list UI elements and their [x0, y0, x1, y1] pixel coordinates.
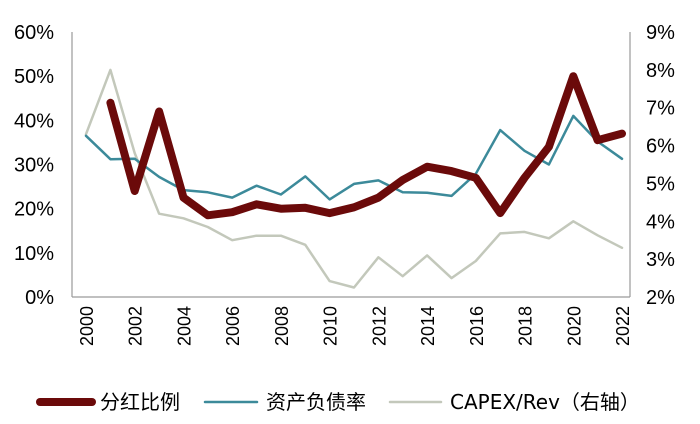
x-tick-label: 2012	[369, 306, 389, 346]
right-axis-ticks: 2% 3% 4% 5% 6% 7% 8% 9%	[646, 22, 675, 309]
x-tick-label: 2006	[223, 306, 243, 346]
x-axis-ticks: 2000 2002 2004 2006 2008 2010 2012 2014 2016 2018…	[77, 306, 633, 346]
right-tick-label: 8%	[646, 60, 675, 82]
x-tick-label: 2018	[516, 306, 536, 346]
dividend-ratio-line	[106, 72, 626, 220]
left-axis-ticks: 0% 10% 20% 30% 40% 50% 60%	[14, 22, 54, 309]
capex-rev-line	[84, 68, 624, 289]
right-tick-label: 9%	[646, 22, 675, 44]
legend-dividend-ratio-label: 分红比例	[100, 390, 180, 414]
series-layer	[84, 68, 626, 289]
right-tick-label: 2%	[646, 287, 675, 309]
left-tick-label: 60%	[14, 22, 54, 44]
x-tick-label: 2020	[564, 306, 584, 346]
left-tick-label: 0%	[25, 287, 54, 309]
x-tick-label: 2002	[126, 306, 146, 346]
x-tick-label: 2004	[174, 306, 194, 346]
left-tick-label: 30%	[14, 155, 54, 177]
x-tick-label: 2022	[613, 306, 633, 346]
legend: 分红比例 资产负债率 CAPEX/Rev（右轴）	[36, 390, 640, 414]
axes	[71, 32, 631, 298]
x-tick-label: 2014	[418, 306, 438, 346]
right-tick-label: 7%	[646, 98, 675, 120]
x-tick-label: 2016	[467, 306, 487, 346]
x-tick-label: 2000	[77, 306, 97, 346]
left-tick-label: 40%	[14, 110, 54, 132]
x-tick-label: 2008	[272, 306, 292, 346]
legend-capex-rev: CAPEX/Rev（右轴）	[388, 390, 640, 414]
right-tick-label: 5%	[646, 173, 675, 195]
right-tick-label: 6%	[646, 136, 675, 158]
debt-ratio-line	[84, 114, 624, 201]
right-tick-label: 3%	[646, 249, 675, 271]
right-tick-label: 4%	[646, 211, 675, 233]
legend-debt-ratio: 资产负债率	[203, 390, 366, 414]
left-tick-label: 10%	[14, 243, 54, 265]
left-tick-label: 50%	[14, 66, 54, 88]
legend-dividend-ratio: 分红比例	[36, 390, 180, 414]
legend-capex-rev-label: CAPEX/Rev（右轴）	[450, 390, 640, 414]
x-tick-label: 2010	[321, 306, 341, 346]
left-tick-label: 20%	[14, 199, 54, 221]
legend-debt-ratio-label: 资产负债率	[266, 390, 366, 414]
